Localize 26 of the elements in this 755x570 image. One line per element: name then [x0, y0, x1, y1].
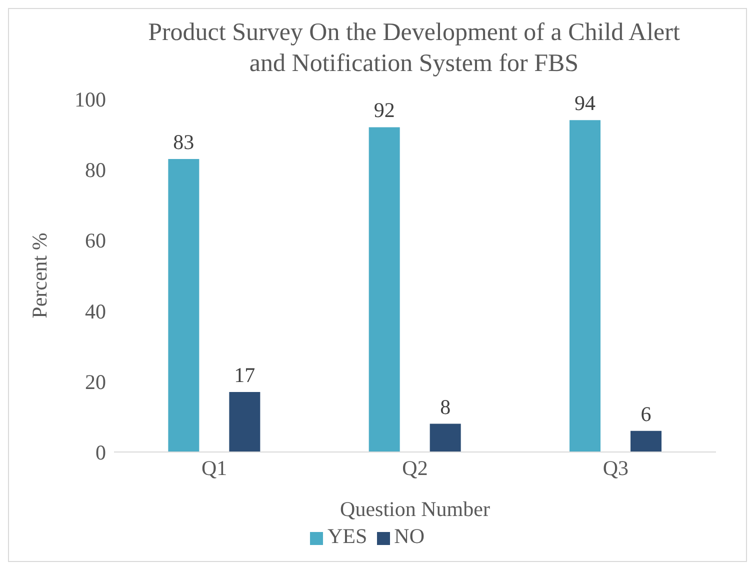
- y-tick-label: 40: [85, 299, 106, 324]
- x-tick-label: Q1: [201, 456, 228, 480]
- bar: [630, 430, 662, 452]
- bar: [430, 424, 461, 452]
- x-axis-title: Question Number: [340, 497, 490, 521]
- data-label: 8: [440, 394, 451, 419]
- y-tick-label: 20: [85, 370, 106, 394]
- bar: [368, 127, 400, 452]
- legend-label: YES: [327, 524, 368, 548]
- bar: [229, 392, 260, 452]
- y-tick-label: 80: [85, 158, 106, 182]
- bar: [168, 159, 200, 452]
- data-label: 17: [234, 362, 256, 387]
- chart-title: Product Survey On the Development of a Child Alert and Notification System for FBS: [147, 18, 681, 79]
- x-tick-label: Q2: [402, 456, 428, 480]
- bar: [570, 120, 601, 452]
- data-label: 94: [574, 91, 596, 116]
- y-tick-label: 60: [85, 228, 106, 253]
- y-axis-title: Percent %: [27, 232, 52, 318]
- y-tick-label: 100: [74, 87, 106, 112]
- x-tick-label: Q3: [602, 456, 629, 480]
- data-label: 6: [640, 402, 652, 426]
- data-label: 92: [374, 98, 395, 122]
- legend-label: NO: [394, 524, 425, 548]
- y-tick-label: 0: [96, 440, 106, 464]
- data-label: 83: [173, 130, 194, 154]
